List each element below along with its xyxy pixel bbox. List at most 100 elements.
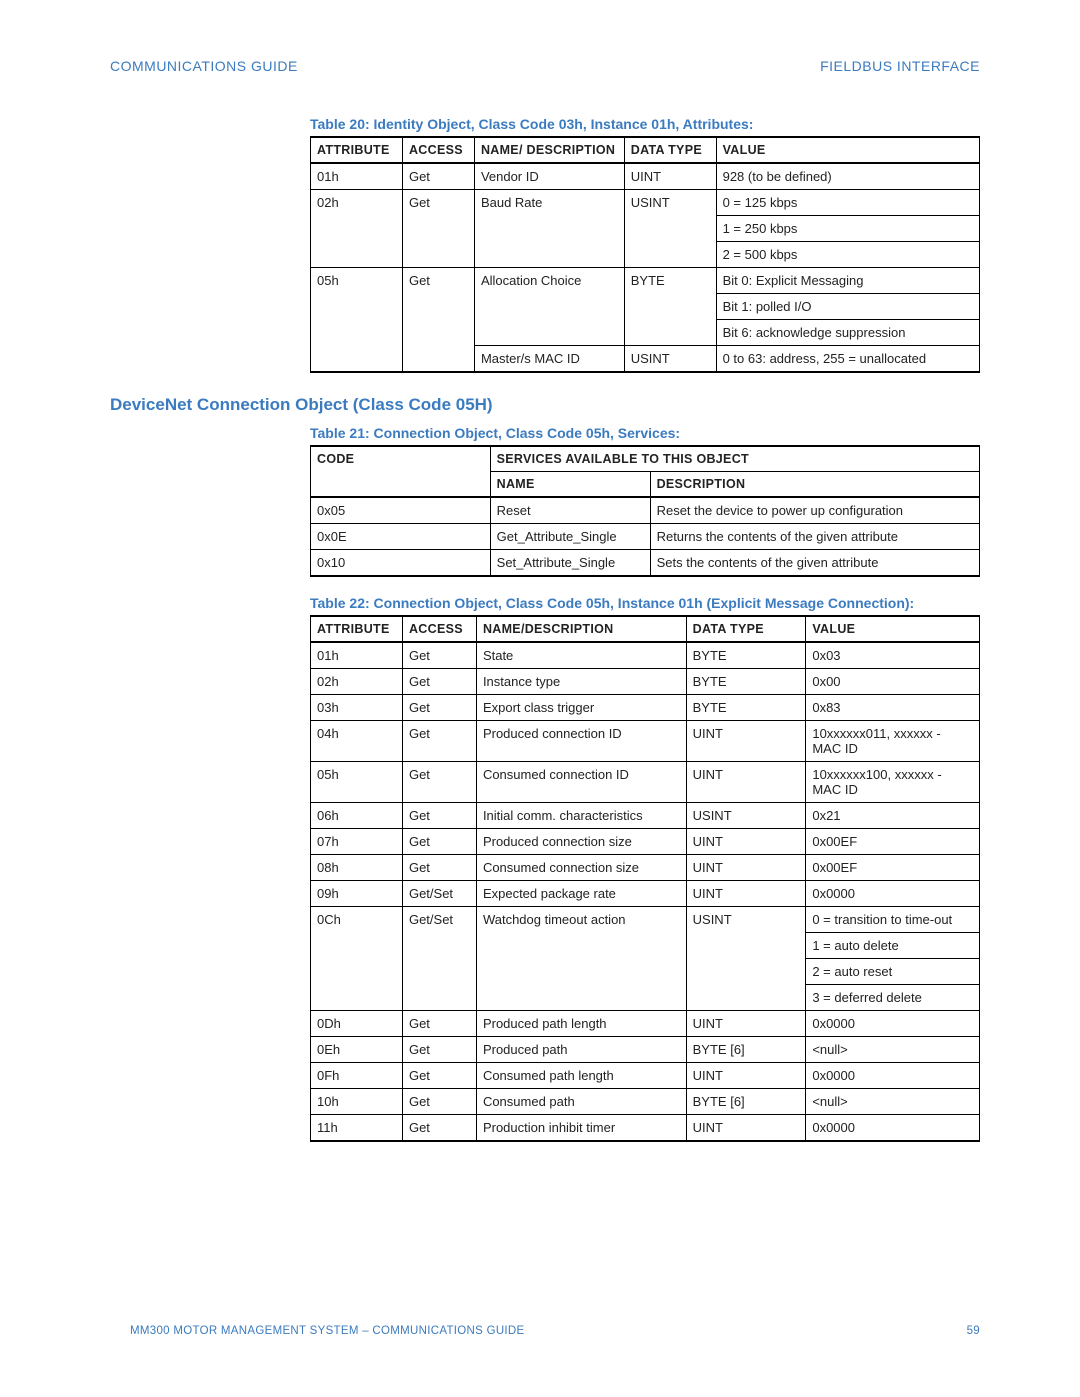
table-cell: Baud Rate (474, 190, 624, 216)
table-cell: 02h (311, 190, 403, 216)
table-cell: 0x05 (311, 497, 491, 524)
table-cell: Get (402, 1037, 476, 1063)
table-cell: BYTE (686, 642, 806, 669)
table-cell: 0Ch (311, 907, 403, 933)
table-cell: Initial comm. characteristics (476, 803, 686, 829)
table-row: 10hGetConsumed pathBYTE [6]<null> (311, 1089, 980, 1115)
table-cell (402, 346, 474, 373)
table-cell: 06h (311, 803, 403, 829)
table-cell: Bit 6: acknowledge suppression (716, 320, 979, 346)
table-cell: 0x10 (311, 550, 491, 577)
table-cell: Consumed connection ID (476, 762, 686, 803)
section-heading: DeviceNet Connection Object (Class Code … (110, 395, 980, 415)
table-cell: 0x0000 (806, 881, 980, 907)
table-cell: UINT (686, 1011, 806, 1037)
table21: CODE SERVICES AVAILABLE TO THIS OBJECT N… (310, 445, 980, 577)
table-cell (624, 294, 716, 320)
table-cell (474, 294, 624, 320)
table-cell: Produced path (476, 1037, 686, 1063)
table-cell: BYTE (624, 268, 716, 294)
table-cell (686, 959, 806, 985)
table-cell: Get (402, 721, 476, 762)
table-cell: 0x00EF (806, 855, 980, 881)
table-cell: 0 to 63: address, 255 = unallocated (716, 346, 979, 373)
header-left: COMMUNICATIONS GUIDE (110, 58, 298, 74)
table-cell: UINT (624, 163, 716, 190)
table-row: Master/s MAC IDUSINT0 to 63: address, 25… (311, 346, 980, 373)
column-header: NAME/DESCRIPTION (476, 616, 686, 642)
table-cell: 1 = auto delete (806, 933, 980, 959)
table-cell: 0x0000 (806, 1011, 980, 1037)
table-cell (402, 320, 474, 346)
table-cell: UINT (686, 855, 806, 881)
table-cell: 0x0E (311, 524, 491, 550)
page-header: COMMUNICATIONS GUIDE FIELDBUS INTERFACE (110, 58, 980, 74)
table-cell: Get (402, 163, 474, 190)
table-row: 03hGetExport class triggerBYTE0x83 (311, 695, 980, 721)
table-row: 09hGet/SetExpected package rateUINT0x000… (311, 881, 980, 907)
table-cell: State (476, 642, 686, 669)
th-name: NAME (490, 472, 650, 498)
table-cell: Reset (490, 497, 650, 524)
table-cell: USINT (624, 190, 716, 216)
table-cell: 0 = 125 kbps (716, 190, 979, 216)
table-cell: Bit 0: Explicit Messaging (716, 268, 979, 294)
table-row: 0ChGet/SetWatchdog timeout actionUSINT0 … (311, 907, 980, 933)
table-cell: Get (402, 642, 476, 669)
table-cell: Get (402, 1115, 476, 1142)
table22-caption: Table 22: Connection Object, Class Code … (310, 595, 980, 611)
table-cell (474, 242, 624, 268)
table-cell: Produced connection size (476, 829, 686, 855)
table-cell: Export class trigger (476, 695, 686, 721)
table-cell: 2 = 500 kbps (716, 242, 979, 268)
table-cell: Set_Attribute_Single (490, 550, 650, 577)
table-row: 11hGetProduction inhibit timerUINT0x0000 (311, 1115, 980, 1142)
table-cell: 01h (311, 642, 403, 669)
table-cell: Get/Set (402, 881, 476, 907)
table-row: 01hGetStateBYTE0x03 (311, 642, 980, 669)
table-cell (311, 294, 403, 320)
table-cell: USINT (686, 907, 806, 933)
table-row: 1 = auto delete (311, 933, 980, 959)
table-row: 0x05ResetReset the device to power up co… (311, 497, 980, 524)
table-cell: 0x00EF (806, 829, 980, 855)
table-row: 3 = deferred delete (311, 985, 980, 1011)
table-cell: 0Fh (311, 1063, 403, 1089)
table-row: 07hGetProduced connection sizeUINT0x00EF (311, 829, 980, 855)
table-row: 0FhGetConsumed path lengthUINT0x0000 (311, 1063, 980, 1089)
table-cell: Watchdog timeout action (476, 907, 686, 933)
table-cell: Get (402, 669, 476, 695)
th-services: SERVICES AVAILABLE TO THIS OBJECT (490, 446, 979, 472)
footer-left: MM300 MOTOR MANAGEMENT SYSTEM – COMMUNIC… (130, 1325, 525, 1337)
table-cell: Consumed connection size (476, 855, 686, 881)
th-desc: DESCRIPTION (650, 472, 979, 498)
table-cell: 0x03 (806, 642, 980, 669)
page-footer: MM300 MOTOR MANAGEMENT SYSTEM – COMMUNIC… (130, 1325, 980, 1337)
table-cell: Returns the contents of the given attrib… (650, 524, 979, 550)
table-cell: UINT (686, 721, 806, 762)
table-cell: 2 = auto reset (806, 959, 980, 985)
table-cell: 0x00 (806, 669, 980, 695)
table-cell: UINT (686, 881, 806, 907)
table-row: 05hGetConsumed connection IDUINT10xxxxxx… (311, 762, 980, 803)
table-cell: Get (402, 1011, 476, 1037)
column-header: ACCESS (402, 137, 474, 163)
table-cell (311, 985, 403, 1011)
table-cell: USINT (624, 346, 716, 373)
column-header: DATA TYPE (686, 616, 806, 642)
table20: ATTRIBUTEACCESSNAME/ DESCRIPTIONDATA TYP… (310, 136, 980, 373)
table-cell: 0x0000 (806, 1063, 980, 1089)
table21-caption: Table 21: Connection Object, Class Code … (310, 425, 980, 441)
table-cell: 0x83 (806, 695, 980, 721)
table-cell: Production inhibit timer (476, 1115, 686, 1142)
table-row: 0x10Set_Attribute_SingleSets the content… (311, 550, 980, 577)
table-cell (402, 933, 476, 959)
table-cell: Get_Attribute_Single (490, 524, 650, 550)
table-cell: Get (402, 190, 474, 216)
table-cell: UINT (686, 829, 806, 855)
table-cell: 10h (311, 1089, 403, 1115)
table-cell (311, 216, 403, 242)
column-header: ACCESS (402, 616, 476, 642)
table-row: 0EhGetProduced pathBYTE [6]<null> (311, 1037, 980, 1063)
table-row: 2 = 500 kbps (311, 242, 980, 268)
